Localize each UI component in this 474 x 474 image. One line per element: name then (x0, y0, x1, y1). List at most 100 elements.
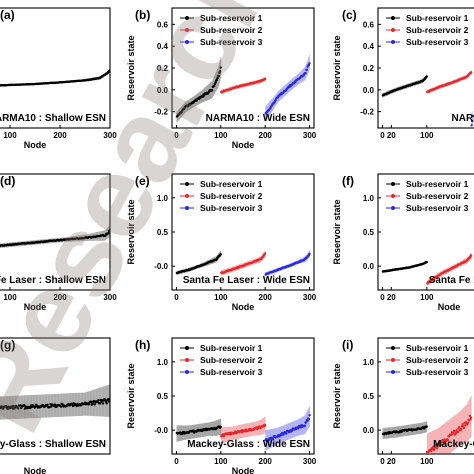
data-point (215, 78, 219, 82)
data-point (107, 231, 110, 235)
data-point (469, 416, 473, 419)
y-tick-label: 0.5 (157, 392, 169, 401)
plot-frame (0, 337, 111, 455)
data-point (50, 405, 53, 408)
legend-entry: Sub-reservoir 3 (200, 37, 263, 47)
data-point (91, 402, 94, 405)
y-axis-label: Reservoir state (126, 199, 136, 264)
data-point (104, 398, 107, 401)
legend-entry: Sub-reservoir 3 (406, 37, 469, 47)
x-tick-label: 100 (214, 457, 228, 466)
series-1 (381, 260, 429, 273)
data-point (285, 432, 288, 435)
data-point (93, 403, 96, 406)
data-point (436, 446, 439, 450)
x-tick-label: 200 (53, 293, 67, 302)
data-point (426, 452, 430, 454)
series-area (0, 68, 110, 87)
y-tick-label: 0.5 (157, 228, 169, 237)
data-point (460, 428, 463, 431)
series-3 (264, 54, 311, 122)
series-1 (0, 384, 110, 420)
panel-label: (f) (342, 174, 354, 188)
series-area (0, 225, 110, 248)
data-point (105, 402, 108, 405)
panel-title: Mackey-Glass : Wide ESN (187, 439, 310, 450)
data-point (98, 402, 102, 405)
y-axis-label: Reservoir state (332, 363, 342, 428)
legend-swatch-marker (391, 16, 395, 20)
data-point (216, 76, 219, 80)
legend-entry: Sub-reservoir 1 (406, 343, 469, 353)
data-point (425, 425, 429, 428)
legend-swatch-marker (391, 346, 395, 350)
y-tick-label: 0.2 (363, 64, 375, 73)
data-point (219, 253, 223, 256)
data-point (263, 77, 267, 81)
data-point (471, 120, 474, 123)
legend-entry: Sub-reservoir 3 (200, 367, 263, 377)
y-tick-label: 0.0 (363, 426, 375, 435)
panel-label: (i) (342, 338, 353, 352)
y-tick-label: 1.0 (363, 194, 375, 203)
legend-swatch-marker (185, 370, 189, 374)
data-point (303, 424, 307, 427)
chart-panel-1: (a) 100 200 300 Node NARMA10 : Shallow ESN (0, 7, 117, 150)
series-2 (220, 76, 267, 95)
data-point (23, 404, 26, 407)
legend-swatch-marker (185, 194, 189, 198)
x-tick-label: 100 (214, 131, 228, 140)
data-point (108, 229, 110, 232)
legend-entry: Sub-reservoir 1 (406, 13, 469, 23)
x-tick-label: 20 (387, 293, 396, 302)
data-point (263, 424, 267, 427)
y-tick-label: 0.5 (363, 392, 375, 401)
panel-title: NARMA10 : D (452, 113, 474, 124)
chart-panel-8: (h) Reservoir state -0.0 0.5 1.0 0 100 200 300 No… (126, 337, 317, 474)
data-point (463, 424, 467, 427)
x-tick-label: 300 (303, 131, 317, 140)
y-tick-label: -0.2 (154, 108, 168, 117)
data-point (428, 453, 431, 454)
y-tick-label: 1.0 (157, 358, 169, 367)
legend-swatch-marker (391, 370, 395, 374)
panel-title: Santa Fe Laser : D (429, 275, 474, 286)
y-tick-label: 0.0 (363, 262, 375, 271)
panel-label: (g) (0, 338, 15, 352)
x-axis-label: Node (232, 302, 255, 312)
x-tick-label: 0 (380, 293, 385, 302)
x-tick-label: 100 (420, 457, 434, 466)
data-point (430, 449, 433, 453)
data-point (466, 421, 470, 424)
x-tick-label: 100 (420, 293, 434, 302)
data-point (304, 72, 307, 75)
y-tick-label: 0.2 (157, 64, 169, 73)
chart-panel-5: (e) Reservoir state -0.0 0.5 1.0 0 100 200 300 No… (126, 173, 317, 312)
y-tick-label: -0.2 (360, 108, 374, 117)
chart-panel-6: (f) Reservoir state 0.0 0.5 1.0 0 100 20 Node Sub… (332, 173, 474, 312)
legend-entry: Sub-reservoir 2 (406, 355, 469, 365)
legend: Sub-reservoir 1 Sub-reservoir 2 Sub-reserv… (180, 13, 263, 47)
panel-title: NARMA10 : Wide ESN (206, 113, 310, 124)
x-tick-label: 20 (387, 457, 396, 466)
series-area (175, 406, 311, 451)
data-point (271, 437, 275, 440)
legend: Sub-reservoir 1 Sub-reservoir 2 Sub-reserv… (180, 179, 263, 213)
legend-entry: Sub-reservoir 2 (200, 191, 263, 201)
data-point (461, 423, 464, 426)
data-point (453, 430, 456, 433)
data-point (0, 405, 3, 408)
data-point (107, 400, 110, 403)
y-axis-label: Reservoir state (332, 35, 342, 100)
series-area (381, 70, 474, 128)
x-tick-label: 0 (174, 293, 179, 302)
chart-panel-3: (c) Reservoir state -0.2 0.0 0.2 0.4 0.6 0 100 20… (332, 7, 474, 140)
data-point (89, 400, 93, 404)
legend-swatch-marker (391, 358, 395, 362)
data-point (307, 417, 311, 421)
legend-swatch-marker (185, 358, 189, 362)
y-axis-label: Reservoir state (126, 35, 136, 100)
x-tick-label: 0 (174, 131, 179, 140)
y-tick-label: 1.0 (157, 194, 169, 203)
series-1 (0, 68, 110, 87)
